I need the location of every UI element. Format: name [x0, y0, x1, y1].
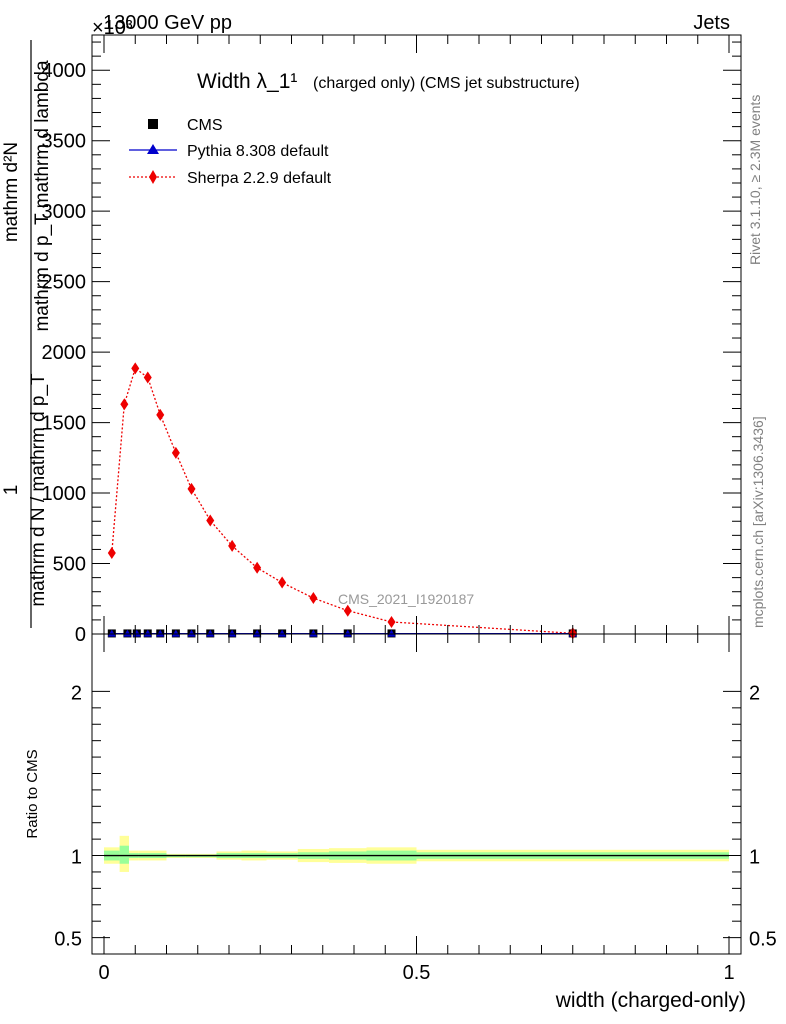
- ratio-plot-frame: [91, 633, 742, 955]
- pythia-point: [206, 629, 215, 637]
- y-tick-label: 0: [75, 624, 86, 646]
- pythia-point: [253, 629, 262, 637]
- pythia-point: [309, 629, 318, 637]
- y-label-main: mathrm d p_T mathrm d lambda: [32, 60, 53, 331]
- pythia-point: [123, 629, 132, 637]
- x-tick-label: 1: [723, 962, 734, 984]
- side-text-top: Rivet 3.1.10, ≥ 2.3M events: [747, 95, 763, 265]
- sherpa-point: [187, 482, 196, 495]
- y-tick-label: 2000: [42, 342, 87, 364]
- sherpa-point: [387, 616, 396, 629]
- ratio-plot-data: [104, 835, 729, 872]
- ratio-y-tick-label: 2: [71, 682, 82, 704]
- x-tick-label: 0: [98, 962, 109, 984]
- ratio-plot: 0.5 0.5 1 1 2 2 0 0.5 1 Ratio to CMS width (char…: [24, 633, 777, 1012]
- sherpa-point: [253, 561, 262, 574]
- legend: CMS Pythia 8.308 default Sherpa 2.2.9 defa…: [129, 117, 332, 187]
- legend-label: Sherpa 2.2.9 default: [187, 170, 332, 187]
- pythia-point: [171, 629, 180, 637]
- x-tick-label: 0.5: [403, 962, 431, 984]
- pythia-point: [228, 629, 237, 637]
- y-tick-label: 1500: [42, 413, 87, 435]
- pythia-point: [278, 629, 287, 637]
- side-text-bottom: mcplots.cern.ch [arXiv:1306.3436]: [750, 416, 766, 628]
- x-axis-label: width (charged-only): [555, 989, 746, 1012]
- y-tick-label: 4000: [42, 60, 87, 82]
- y-axis-label: mathrm d²N mathrm d p_T mathrm d lambda …: [1, 40, 53, 628]
- sherpa-point: [343, 604, 352, 617]
- ratio-y-tick-label: 0.5: [54, 929, 82, 951]
- header-right: Jets: [693, 12, 730, 34]
- ratio-y-tick-label-right: 1: [749, 847, 760, 869]
- sherpa-point: [228, 539, 237, 552]
- legend-label: CMS: [187, 117, 223, 134]
- sherpa-point: [120, 398, 129, 411]
- ratio-y-tick-label-right: 2: [749, 682, 760, 704]
- sherpa-point: [143, 371, 152, 384]
- legend-label: Pythia 8.308 default: [187, 143, 329, 160]
- sherpa-point: [131, 362, 140, 375]
- header-left: 13000 GeV pp: [103, 12, 232, 34]
- ratio-y-tick-label-right: 0.5: [749, 929, 777, 951]
- pythia-point: [343, 629, 352, 637]
- sherpa-point: [156, 408, 165, 421]
- ratio-plot-ticks: 0.5 0.5 1 1 2 2 0 0.5 1: [54, 634, 777, 984]
- legend-marker-triangle: [147, 144, 159, 154]
- pythia-point: [187, 629, 196, 637]
- ratio-y-label: Ratio to CMS: [24, 749, 41, 838]
- sherpa-point: [309, 592, 318, 605]
- main-plot-ticks: 0 500 1000 1500 2000 2500 3000 3500 4000: [42, 35, 741, 646]
- main-plot: 0 500 1000 1500 2000 2500 3000 3500 4000 Width λ…: [42, 34, 742, 646]
- y-label-top: mathrm d²N: [1, 142, 22, 242]
- legend-marker-square: [148, 119, 158, 129]
- y-tick-label: 3500: [42, 131, 87, 153]
- y-tick-label: 500: [53, 554, 86, 576]
- pythia-point: [107, 629, 116, 637]
- plot-subtitle: (charged only) (CMS jet substructure): [313, 75, 580, 92]
- legend-marker-diamond: [149, 170, 157, 184]
- y-tick-label: 1000: [42, 483, 87, 505]
- y-tick-label: 2500: [42, 272, 87, 294]
- y-label-denominator: mathrm d N / mathrm d p_T: [28, 373, 49, 607]
- sherpa-point: [107, 546, 116, 559]
- sherpa-point: [206, 514, 215, 527]
- sherpa-point: [171, 446, 180, 459]
- ratio-y-tick-label: 1: [71, 847, 82, 869]
- pythia-point: [156, 629, 165, 637]
- sherpa-point: [278, 576, 287, 589]
- pythia-point: [387, 629, 396, 637]
- uncertainty-band-inner: [119, 845, 129, 864]
- sherpa-line: [111, 367, 573, 634]
- y-label-numerator: 1: [1, 485, 22, 496]
- exponent-label: ×10³: [92, 17, 133, 39]
- y-tick-label: 3000: [42, 201, 87, 223]
- pythia-point: [143, 629, 152, 637]
- watermark: CMS_2021_I1920187: [338, 591, 474, 607]
- plot-title: Width λ_1¹: [197, 70, 297, 93]
